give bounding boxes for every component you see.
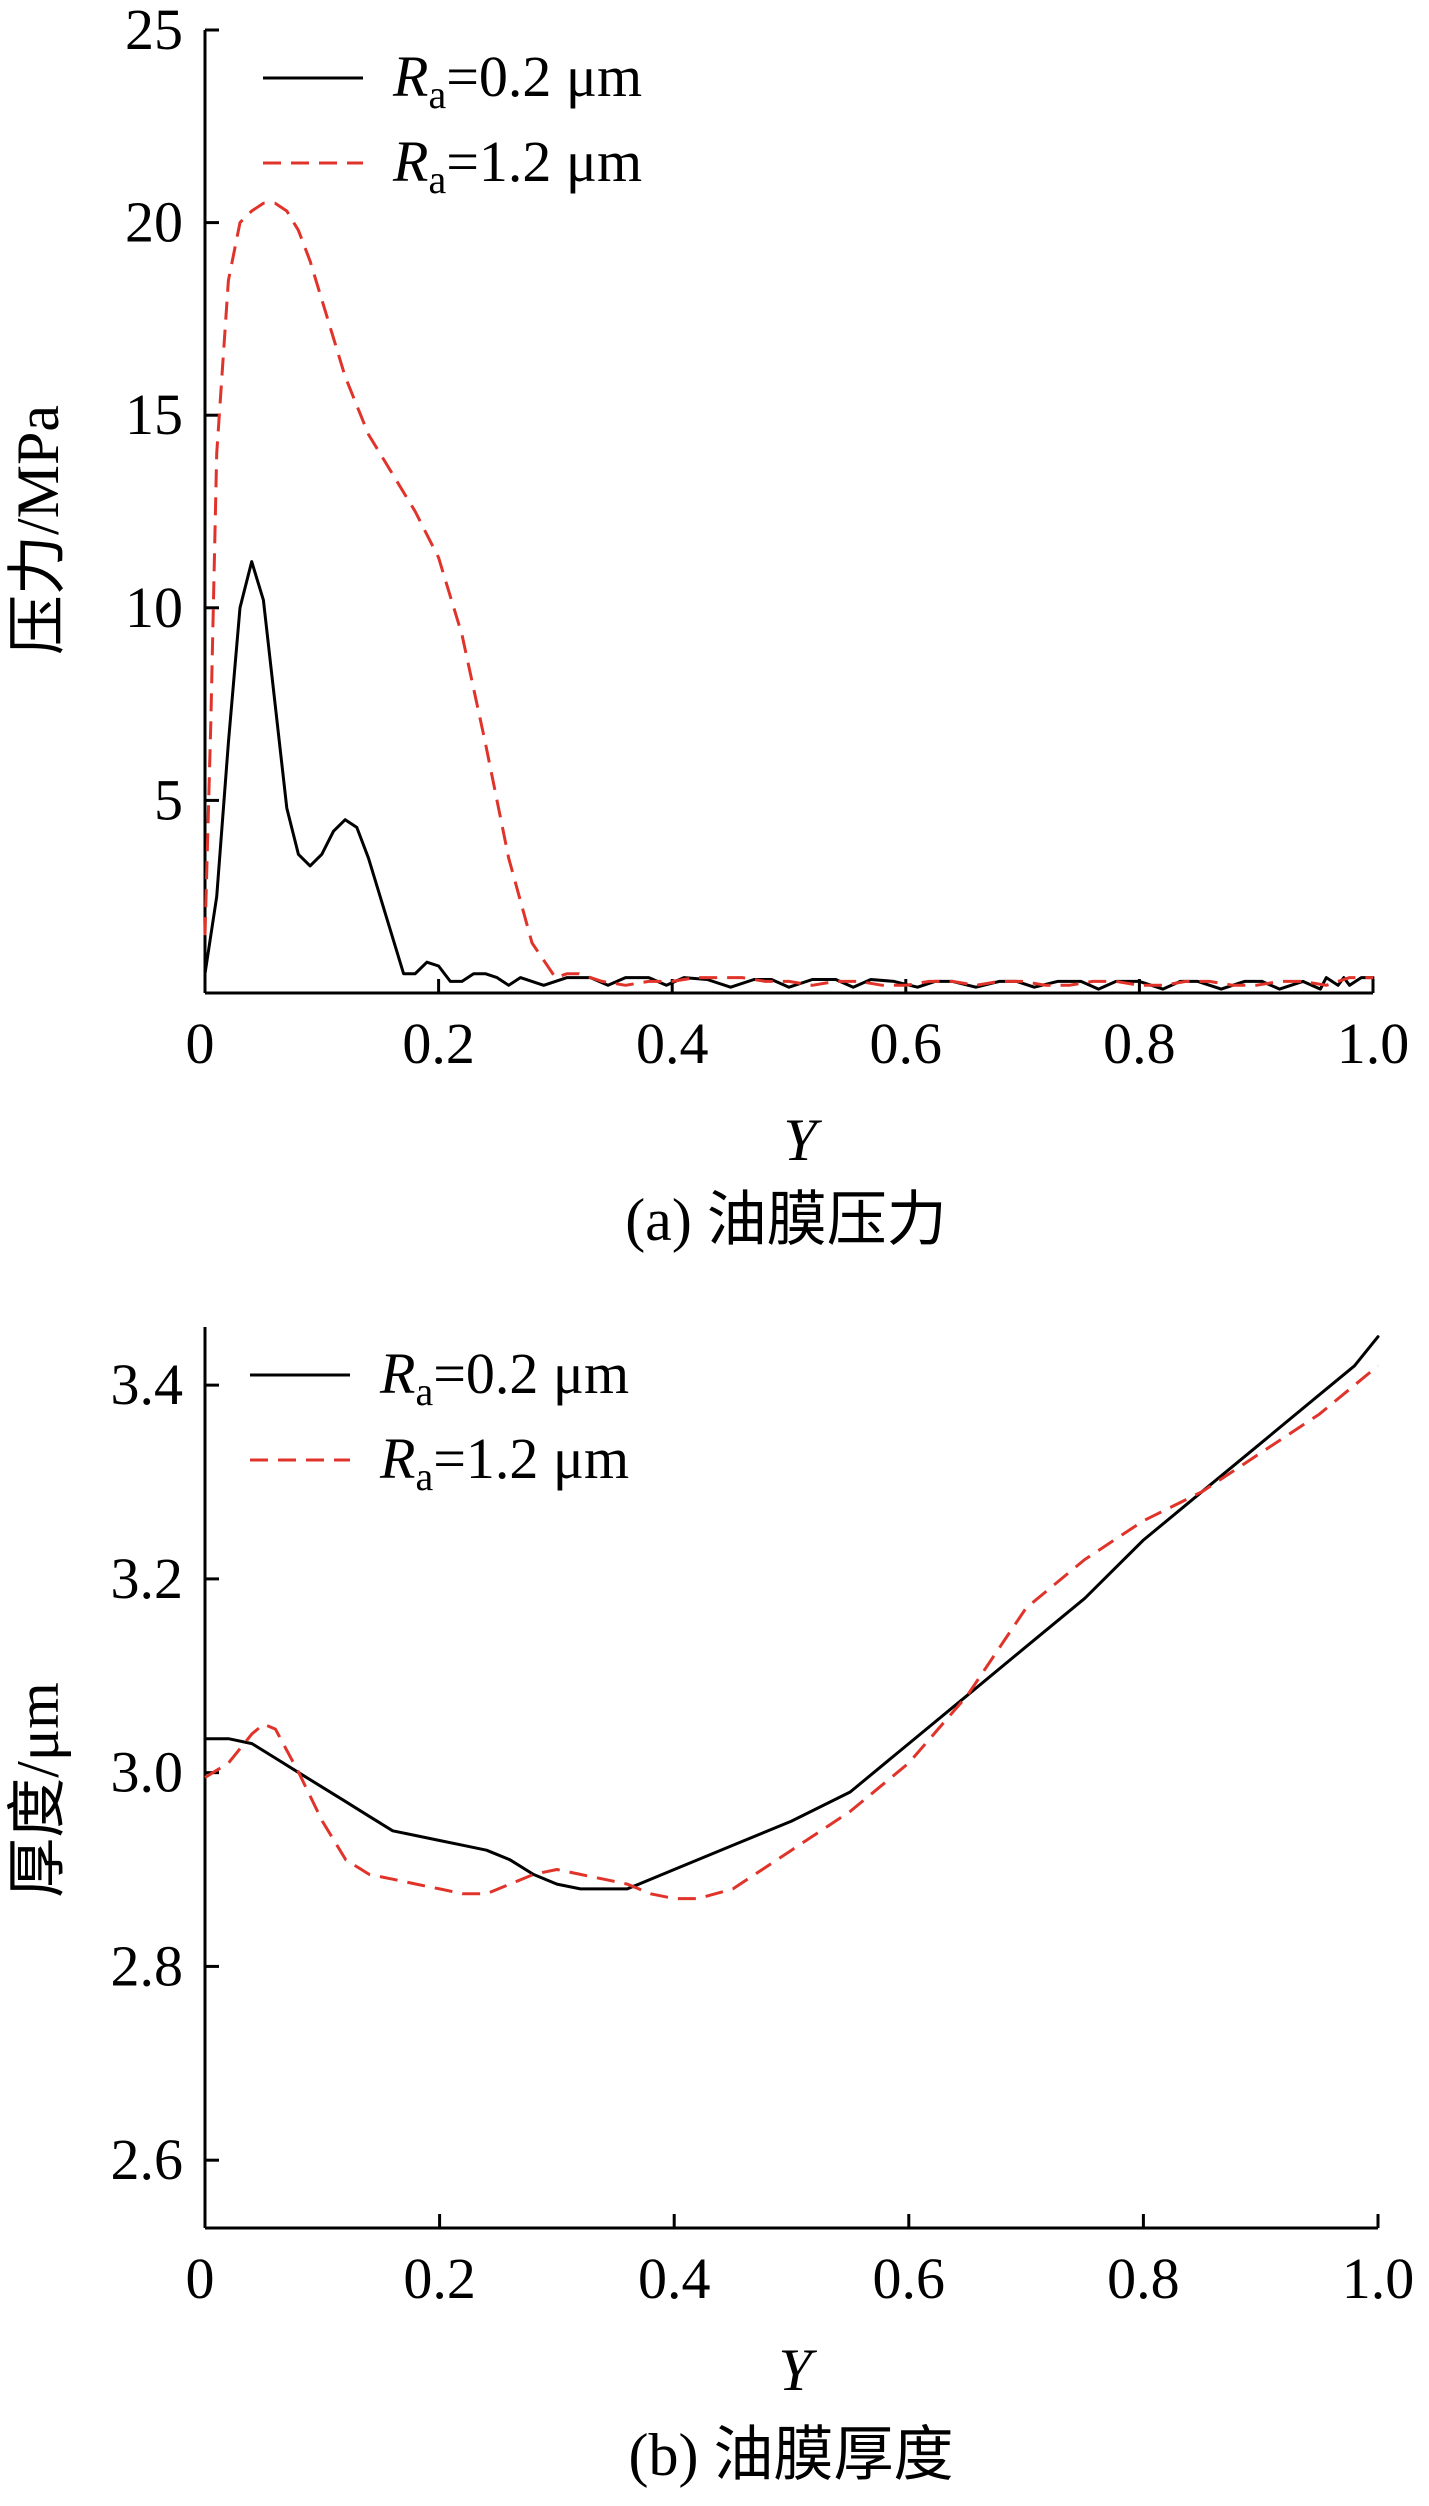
pressure-x-tick-label: 1.0 bbox=[1337, 1011, 1410, 1076]
thickness-y-tick-label: 2.8 bbox=[111, 1933, 184, 1998]
pressure-y-axis-label: 压力/MPa bbox=[5, 405, 71, 655]
chart-pressure: 0 0.2 0.4 0.6 0.8 1.0 5 10 15 20 25 Y 压力/MPa (a) 油… bbox=[5, 0, 1409, 1253]
thickness-y-tick-label: 3.0 bbox=[111, 1740, 184, 1805]
pressure-legend-label-1: Ra=0.2 μm bbox=[392, 44, 642, 117]
pressure-series-line-1 bbox=[203, 560, 1375, 991]
pressure-x-tick-label: 0.2 bbox=[402, 1011, 475, 1076]
pressure-series-line-2 bbox=[203, 201, 1373, 987]
pressure-y-tick-label: 15 bbox=[125, 382, 183, 447]
thickness-x-tick-label: 0.8 bbox=[1107, 2246, 1180, 2311]
thickness-series-line-1 bbox=[203, 1335, 1380, 1891]
thickness-series-line-2 bbox=[204, 1364, 1379, 1901]
thickness-x-axis-label: Y bbox=[778, 2337, 817, 2403]
pressure-y-tick-label: 5 bbox=[154, 767, 183, 832]
pressure-x-tick-label: 0.4 bbox=[636, 1011, 709, 1076]
thickness-x-tick-label: 0 bbox=[186, 2246, 215, 2311]
pressure-axes bbox=[203, 28, 1375, 995]
pressure-y-tick-label: 20 bbox=[125, 190, 183, 255]
thickness-x-tick-label: 1.0 bbox=[1342, 2246, 1415, 2311]
thickness-y-tick-label: 3.4 bbox=[111, 1352, 184, 1417]
thickness-x-tick-label: 0.2 bbox=[403, 2246, 476, 2311]
pressure-x-tick-label: 0 bbox=[186, 1011, 215, 1076]
pressure-legend: Ra=0.2 μm Ra=1.2 μm bbox=[263, 44, 642, 202]
thickness-tick-labels: 0 0.2 0.4 0.6 0.8 1.0 2.6 2.8 3.0 3.2 3.4 bbox=[111, 1352, 1415, 2311]
pressure-y-tick-label: 10 bbox=[125, 575, 183, 640]
chart-thickness: 0 0.2 0.4 0.6 0.8 1.02.62.83.03.23.4 Y 厚度/μm … bbox=[5, 1327, 1414, 2488]
pressure-x-tick-label: 0.8 bbox=[1103, 1011, 1176, 1076]
thickness-series-lines bbox=[203, 1335, 1380, 1901]
pressure-y-tick-label: 25 bbox=[125, 0, 183, 62]
thickness-legend-label-2: Ra=1.2 μm bbox=[379, 1426, 629, 1499]
thickness-legend: Ra=0.2 μm Ra=1.2 μm bbox=[250, 1341, 629, 1499]
pressure-tick-labels: 0 0.2 0.4 0.6 0.8 1.0 5 10 15 20 25 bbox=[125, 0, 1409, 1076]
thickness-legend-label-1: Ra=0.2 μm bbox=[379, 1341, 629, 1414]
pressure-caption: (a) 油膜压力 bbox=[625, 1187, 947, 1253]
pressure-series-lines bbox=[203, 201, 1375, 991]
thickness-x-tick-label: 0.4 bbox=[638, 2246, 711, 2311]
thickness-y-tick-label: 3.2 bbox=[111, 1546, 184, 1611]
thickness-y-tick-label: 2.6 bbox=[111, 2127, 184, 2192]
pressure-x-axis-label: Y bbox=[783, 1107, 822, 1173]
pressure-x-tick-label: 0.6 bbox=[870, 1011, 943, 1076]
pressure-legend-label-2: Ra=1.2 μm bbox=[392, 129, 642, 202]
thickness-x-tick-label: 0.6 bbox=[873, 2246, 946, 2311]
thickness-caption: (b) 油膜厚度 bbox=[629, 2422, 954, 2488]
thickness-y-axis-label: 厚度/μm bbox=[5, 1682, 71, 1898]
